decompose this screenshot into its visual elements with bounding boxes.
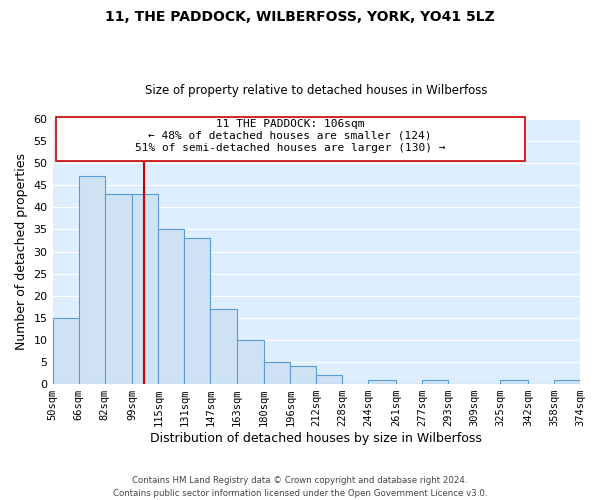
Text: 51% of semi-detached houses are larger (130) →: 51% of semi-detached houses are larger (…: [135, 142, 445, 152]
Y-axis label: Number of detached properties: Number of detached properties: [15, 153, 28, 350]
Bar: [236, 340, 264, 384]
Bar: [368, 380, 396, 384]
Title: Size of property relative to detached houses in Wilberfoss: Size of property relative to detached ho…: [145, 84, 488, 97]
Bar: [290, 366, 316, 384]
Bar: [56, 117, 524, 161]
Text: 11 THE PADDOCK: 106sqm: 11 THE PADDOCK: 106sqm: [216, 120, 364, 130]
Text: ← 48% of detached houses are smaller (124): ← 48% of detached houses are smaller (12…: [148, 131, 432, 141]
Bar: [53, 318, 79, 384]
X-axis label: Distribution of detached houses by size in Wilberfoss: Distribution of detached houses by size …: [151, 432, 482, 445]
Bar: [133, 194, 158, 384]
Text: Contains HM Land Registry data © Crown copyright and database right 2024.
Contai: Contains HM Land Registry data © Crown c…: [113, 476, 487, 498]
Bar: [184, 238, 211, 384]
Bar: [79, 176, 104, 384]
Bar: [264, 362, 290, 384]
Bar: [158, 230, 184, 384]
Bar: [500, 380, 528, 384]
Bar: [554, 380, 580, 384]
Text: 11, THE PADDOCK, WILBERFOSS, YORK, YO41 5LZ: 11, THE PADDOCK, WILBERFOSS, YORK, YO41 …: [105, 10, 495, 24]
Bar: [422, 380, 448, 384]
Bar: [211, 309, 236, 384]
Bar: [316, 375, 343, 384]
Bar: [104, 194, 133, 384]
